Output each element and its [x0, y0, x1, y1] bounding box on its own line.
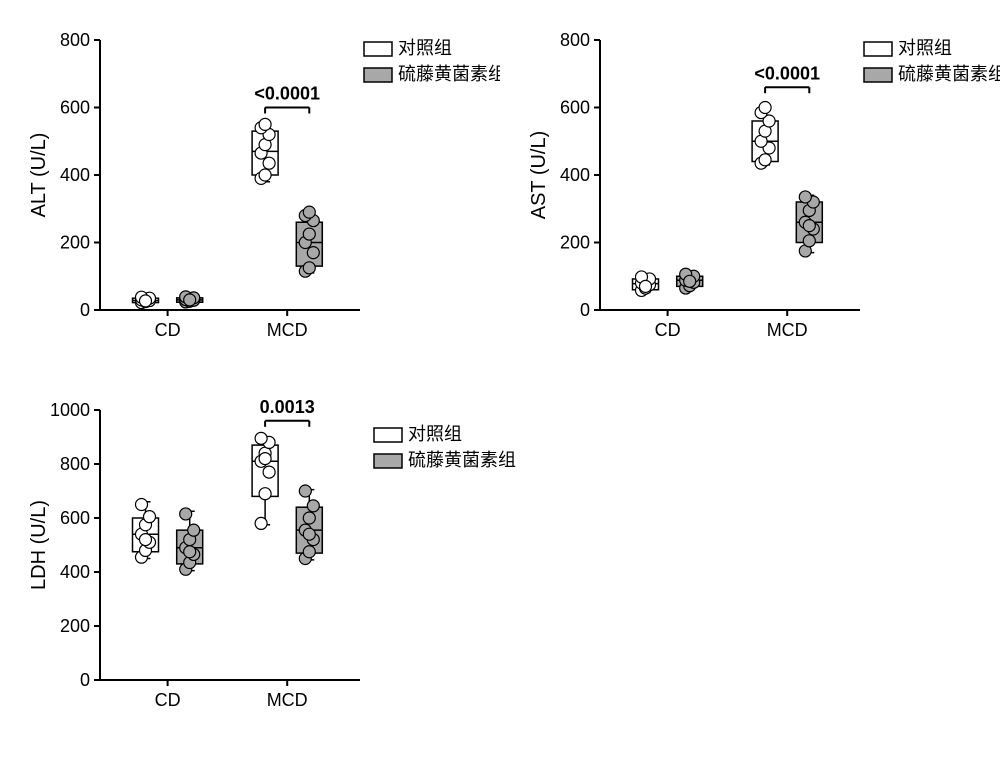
y-tick-label: 800 [60, 30, 90, 50]
y-axis-label: ALT (U/L) [28, 133, 50, 218]
x-tick-label: CD [155, 320, 181, 340]
data-point [303, 528, 315, 540]
data-point [263, 466, 275, 478]
legend-treat-swatch [864, 68, 892, 82]
data-point [803, 235, 815, 247]
x-tick-label: CD [655, 320, 681, 340]
y-tick-label: 200 [560, 233, 590, 253]
data-point [759, 102, 771, 114]
x-tick-label: MCD [267, 690, 308, 710]
panel-alt: 0200400600800ALT (U/L)CDMCD<0.0001对照组硫藤黄… [20, 20, 480, 360]
data-point [259, 169, 271, 181]
y-tick-label: 200 [60, 616, 90, 636]
data-point [255, 517, 267, 529]
data-point [299, 485, 311, 497]
x-tick-label: CD [155, 690, 181, 710]
legend-treat-label: 硫藤黄菌素组 [398, 64, 500, 84]
data-point [303, 206, 315, 218]
y-tick-label: 200 [60, 233, 90, 253]
chart-grid: 0200400600800ALT (U/L)CDMCD<0.0001对照组硫藤黄… [20, 20, 980, 730]
legend-treat-swatch [374, 454, 402, 468]
legend-treat-label: 硫藤黄菌素组 [898, 64, 1000, 84]
data-point [140, 295, 152, 307]
y-tick-label: 600 [60, 98, 90, 118]
panel-ldh: 0 200 400 600 800 1000 LDH (U/L) CD MCD 0.0013 对照组… [20, 390, 480, 730]
data-point [259, 453, 271, 465]
x-tick-label: MCD [267, 320, 308, 340]
data-point [684, 275, 696, 287]
y-tick-label: 0 [580, 300, 590, 320]
data-point [803, 220, 815, 232]
data-point [188, 524, 200, 536]
data-point [303, 262, 315, 274]
data-point [799, 191, 811, 203]
data-point [303, 512, 315, 524]
x-tick-label: MCD [767, 320, 808, 340]
y-tick-label: 1000 [50, 400, 90, 420]
data-point [184, 294, 196, 306]
y-tick-label: 0 [80, 300, 90, 320]
data-point [259, 488, 271, 500]
y-tick-label: 600 [60, 508, 90, 528]
data-point [759, 154, 771, 166]
y-tick-label: 0 [80, 670, 90, 690]
legend-control-swatch [364, 42, 392, 56]
y-tick-label: 800 [560, 30, 590, 50]
pvalue-label: <0.0001 [254, 84, 320, 104]
data-point [144, 511, 156, 523]
data-point [307, 247, 319, 259]
pvalue-label: <0.0001 [754, 63, 820, 83]
legend-control-label: 对照组 [898, 38, 952, 58]
legend-treat-swatch [364, 68, 392, 82]
y-axis-label: AST (U/L) [528, 131, 550, 220]
y-tick-label: 800 [60, 454, 90, 474]
data-point [259, 118, 271, 130]
y-tick-label: 400 [60, 165, 90, 185]
y-axis-label: LDH (U/L) [28, 500, 50, 590]
legend-control-swatch [864, 42, 892, 56]
data-point [180, 508, 192, 520]
legend-control-label: 对照组 [398, 38, 452, 58]
data-point [307, 500, 319, 512]
panel-ast: 0200400600800AST (U/L)CDMCD<0.0001对照组硫藤黄… [520, 20, 980, 360]
data-point [263, 157, 275, 169]
data-point [303, 546, 315, 558]
y-tick-label: 400 [60, 562, 90, 582]
data-point [303, 228, 315, 240]
data-point [255, 432, 267, 444]
legend-control-swatch [374, 428, 402, 442]
data-point [136, 499, 148, 511]
legend-treat-label: 硫藤黄菌素组 [408, 450, 516, 470]
pvalue-label: 0.0013 [260, 397, 315, 417]
legend-control-label: 对照组 [408, 424, 462, 444]
y-tick-label: 600 [560, 98, 590, 118]
data-point [640, 280, 652, 292]
data-point [184, 546, 196, 558]
data-point [140, 534, 152, 546]
y-tick-label: 400 [560, 165, 590, 185]
